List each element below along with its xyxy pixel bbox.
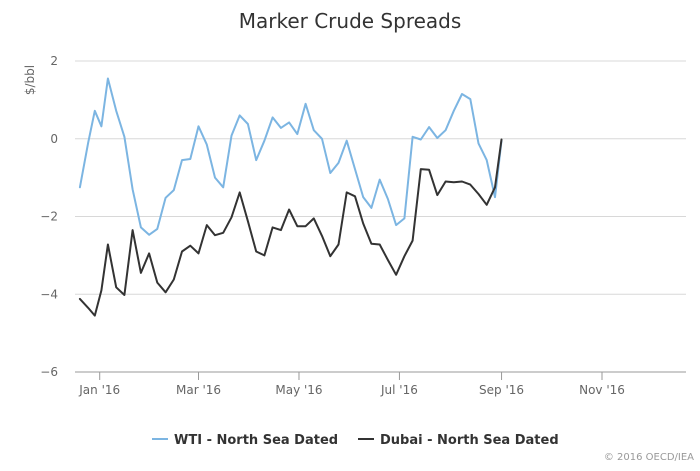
credit-text: © 2016 OECD/IEA: [604, 452, 694, 463]
y-tick-label: 2: [50, 54, 58, 68]
legend-item-dubai[interactable]: Dubai - North Sea Dated: [358, 433, 559, 448]
x-tick-label: Mar '16: [176, 383, 221, 397]
y-tick-label: −6: [40, 365, 58, 379]
y-tick-label: −2: [40, 210, 58, 224]
x-tick-label: Jan '16: [78, 383, 120, 397]
x-tick-label: Jul '16: [380, 383, 418, 397]
x-tick-label: Nov '16: [579, 383, 625, 397]
gridlines: [75, 60, 686, 373]
series-line-dubai: [78, 138, 503, 317]
x-tick-label: May '16: [275, 383, 322, 397]
legend-item-wti[interactable]: WTI - North Sea Dated: [152, 433, 338, 448]
y-tick-label: 0: [50, 132, 58, 146]
legend-label: Dubai - North Sea Dated: [380, 433, 559, 448]
x-axis: Jan '16 Mar '16 May '16 Jul '16 Sep '16 Nov '…: [75, 371, 686, 397]
y-axis-label: $/bbl: [23, 65, 37, 95]
chart-title: Marker Crude Spreads: [239, 9, 462, 33]
series-lines: [78, 77, 503, 317]
series-line-wti: [78, 77, 503, 236]
y-axis-tick-labels: −6 −4 −2 0 2: [40, 54, 58, 379]
legend[interactable]: WTI - North Sea Dated Dubai - North Sea D…: [152, 433, 559, 448]
x-tick-label: Sep '16: [479, 383, 524, 397]
y-tick-label: −4: [40, 287, 58, 301]
legend-label: WTI - North Sea Dated: [174, 433, 338, 448]
